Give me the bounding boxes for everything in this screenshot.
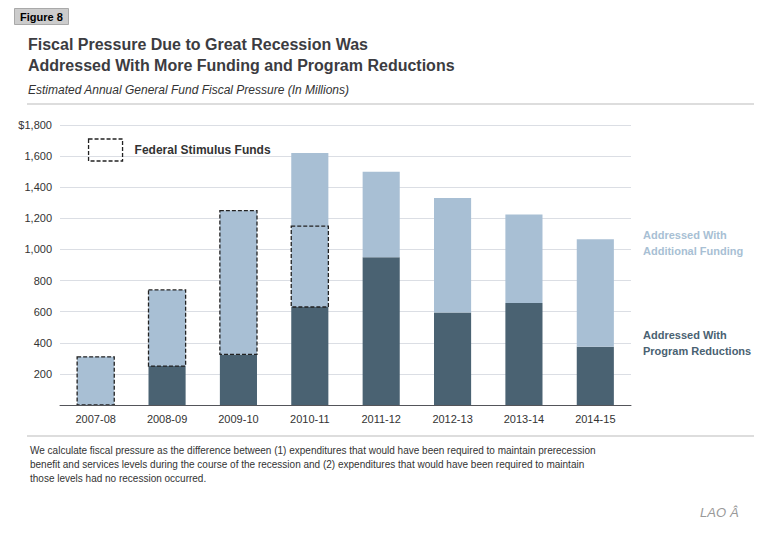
svg-text:Addressed With: Addressed With: [643, 329, 727, 341]
svg-text:Â: Â: [729, 505, 739, 520]
svg-text:1,200: 1,200: [24, 212, 52, 224]
svg-text:2010-11: 2010-11: [290, 413, 330, 425]
svg-text:1,400: 1,400: [24, 181, 52, 193]
svg-text:400: 400: [34, 337, 52, 349]
svg-text:Figure 8: Figure 8: [20, 11, 63, 23]
svg-text:Program Reductions: Program Reductions: [643, 345, 751, 357]
svg-text:2013-14: 2013-14: [504, 413, 544, 425]
svg-text:Fiscal Pressure Due to Great R: Fiscal Pressure Due to Great Recession W…: [28, 36, 368, 53]
svg-text:2012-13: 2012-13: [432, 413, 472, 425]
svg-text:200: 200: [34, 368, 52, 380]
svg-text:$1,800: $1,800: [18, 119, 52, 131]
svg-text:2014-15: 2014-15: [575, 413, 615, 425]
svg-text:Federal Stimulus Funds: Federal Stimulus Funds: [135, 143, 271, 157]
svg-text:1,600: 1,600: [24, 150, 52, 162]
svg-text:2007-08: 2007-08: [76, 413, 116, 425]
svg-text:We calculate fiscal pressure a: We calculate fiscal pressure as the diff…: [30, 445, 596, 456]
svg-text:1,000: 1,000: [24, 243, 52, 255]
svg-text:Addressed With More Funding an: Addressed With More Funding and Program …: [28, 57, 455, 74]
svg-text:those levels had no recession: those levels had no recession occurred.: [30, 473, 206, 484]
svg-text:2009-10: 2009-10: [218, 413, 258, 425]
svg-text:Addressed With: Addressed With: [643, 229, 727, 241]
svg-text:2011-12: 2011-12: [361, 413, 401, 425]
svg-text:600: 600: [34, 306, 52, 318]
svg-text:benefit and services levels du: benefit and services levels during the c…: [30, 459, 584, 470]
svg-text:Additional Funding: Additional Funding: [643, 245, 743, 257]
svg-text:LAO: LAO: [700, 505, 726, 520]
svg-text:2008-09: 2008-09: [147, 413, 187, 425]
svg-text:800: 800: [34, 275, 52, 287]
svg-text:Estimated Annual General Fund: Estimated Annual General Fund Fiscal Pre…: [28, 83, 349, 97]
